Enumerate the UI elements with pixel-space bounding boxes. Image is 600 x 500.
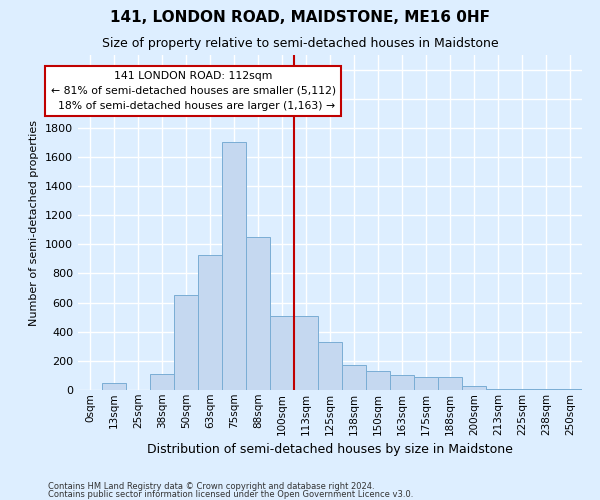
Bar	[174, 296, 198, 390]
Bar	[246, 237, 270, 390]
Bar	[414, 377, 438, 390]
Bar	[342, 365, 366, 390]
Bar	[150, 374, 174, 390]
Bar	[102, 382, 126, 390]
Text: 141, LONDON ROAD, MAIDSTONE, ME16 0HF: 141, LONDON ROAD, MAIDSTONE, ME16 0HF	[110, 10, 490, 25]
Bar	[270, 316, 294, 390]
Y-axis label: Number of semi-detached properties: Number of semi-detached properties	[29, 120, 40, 326]
Text: Contains public sector information licensed under the Open Government Licence v3: Contains public sector information licen…	[48, 490, 413, 499]
Text: 141 LONDON ROAD: 112sqm  
← 81% of semi-detached houses are smaller (5,112)
  18: 141 LONDON ROAD: 112sqm ← 81% of semi-de…	[50, 71, 336, 110]
Bar	[390, 376, 414, 390]
Text: Contains HM Land Registry data © Crown copyright and database right 2024.: Contains HM Land Registry data © Crown c…	[48, 482, 374, 491]
Text: Size of property relative to semi-detached houses in Maidstone: Size of property relative to semi-detach…	[101, 38, 499, 51]
Bar	[438, 377, 462, 390]
Bar	[318, 342, 342, 390]
Bar	[558, 388, 582, 390]
Bar	[198, 254, 222, 390]
Bar	[294, 316, 318, 390]
Bar	[462, 386, 486, 390]
Bar	[366, 371, 390, 390]
Bar	[486, 388, 510, 390]
Bar	[510, 388, 534, 390]
Bar	[222, 142, 246, 390]
X-axis label: Distribution of semi-detached houses by size in Maidstone: Distribution of semi-detached houses by …	[147, 443, 513, 456]
